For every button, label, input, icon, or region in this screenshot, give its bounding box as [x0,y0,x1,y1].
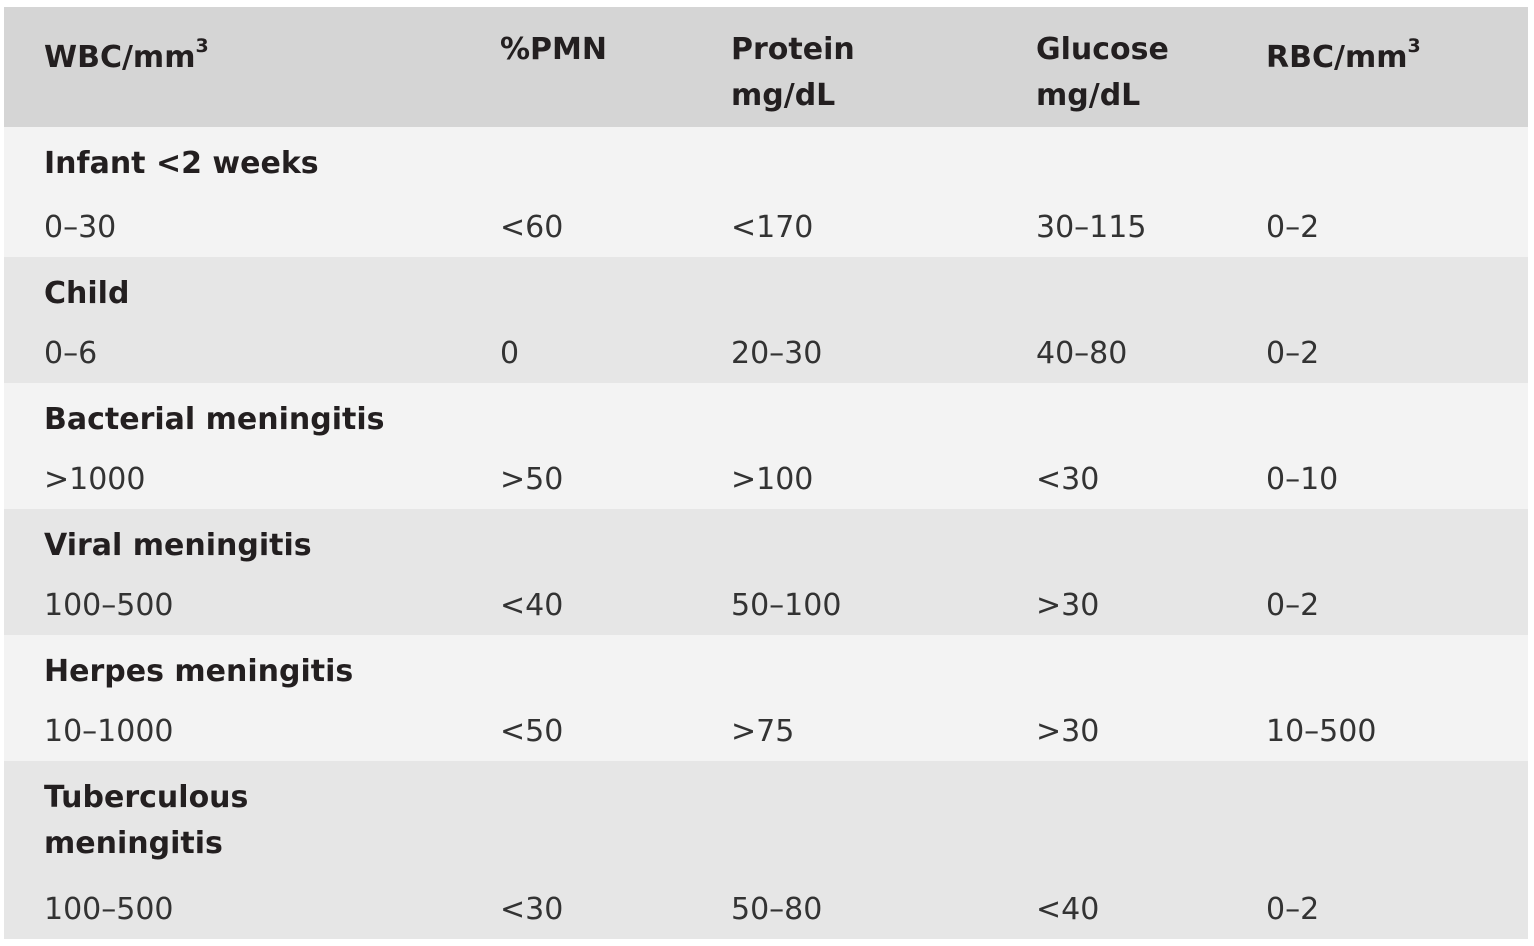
cell-pmn: 0 [500,336,520,371]
cell-glucose: 30–115 [1036,210,1147,245]
row-label: Child [44,276,130,311]
cell-glucose: <30 [1036,462,1100,497]
row-label: Tuberculous meningitis [44,780,249,861]
header-pmn: %PMN [500,32,608,67]
table-row: >1000 >50 >100 <30 0–10 [4,457,1528,503]
cell-glucose: >30 [1036,714,1100,749]
header-glucose: Glucose mg/dL [1036,32,1169,113]
cell-wbc: 100–500 [44,588,174,623]
header-rbc: RBC/mm3 [1266,35,1421,75]
table-row: 100–500 <30 50–80 <40 0–2 [4,887,1528,933]
row-group-herpes: Herpes meningitis 10–1000 <50 >75 >30 10… [4,635,1528,761]
row-label: Viral meningitis [44,528,312,563]
cell-pmn: >50 [500,462,564,497]
table-row: 0–6 0 20–30 40–80 0–2 [4,331,1528,377]
row-group-tuberculous: Tuberculous meningitis 100–500 <30 50–80… [4,761,1528,939]
row-group-bacterial: Bacterial meningitis >1000 >50 >100 <30 … [4,383,1528,509]
cell-pmn: <60 [500,210,564,245]
row-label: Infant <2 weeks [44,146,319,181]
row-label: Bacterial meningitis [44,402,385,437]
cell-protein: 20–30 [731,336,823,371]
cell-rbc: 10–500 [1266,714,1377,749]
table-header: WBC/mm3 %PMN Protein mg/dL Glucose mg/dL… [4,7,1528,127]
cell-rbc: 0–2 [1266,892,1320,927]
cell-protein: >100 [731,462,814,497]
cell-rbc: 0–2 [1266,588,1320,623]
cell-glucose: <40 [1036,892,1100,927]
cell-wbc: 0–6 [44,336,98,371]
cell-rbc: 0–10 [1266,462,1339,497]
table-row: 10–1000 <50 >75 >30 10–500 [4,709,1528,755]
table-row: 100–500 <40 50–100 >30 0–2 [4,583,1528,629]
cell-wbc: >1000 [44,462,146,497]
row-group-infant: Infant <2 weeks 0–30 <60 <170 30–115 0–2 [4,127,1528,257]
table-row: 0–30 <60 <170 30–115 0–2 [4,205,1528,251]
cell-rbc: 0–2 [1266,336,1320,371]
cell-glucose: 40–80 [1036,336,1128,371]
cell-wbc: 100–500 [44,892,174,927]
cell-pmn: <40 [500,588,564,623]
row-label: Herpes meningitis [44,654,354,689]
cell-protein: >75 [731,714,795,749]
cell-glucose: >30 [1036,588,1100,623]
row-group-viral: Viral meningitis 100–500 <40 50–100 >30 … [4,509,1528,635]
csf-findings-table: WBC/mm3 %PMN Protein mg/dL Glucose mg/dL… [4,7,1528,939]
cell-pmn: <50 [500,714,564,749]
header-wbc: WBC/mm3 [44,35,209,75]
cell-protein: 50–100 [731,588,842,623]
cell-pmn: <30 [500,892,564,927]
cell-wbc: 0–30 [44,210,117,245]
cell-protein: <170 [731,210,814,245]
cell-protein: 50–80 [731,892,823,927]
cell-wbc: 10–1000 [44,714,174,749]
cell-rbc: 0–2 [1266,210,1320,245]
header-protein: Protein mg/dL [731,32,855,113]
row-group-child: Child 0–6 0 20–30 40–80 0–2 [4,257,1528,383]
